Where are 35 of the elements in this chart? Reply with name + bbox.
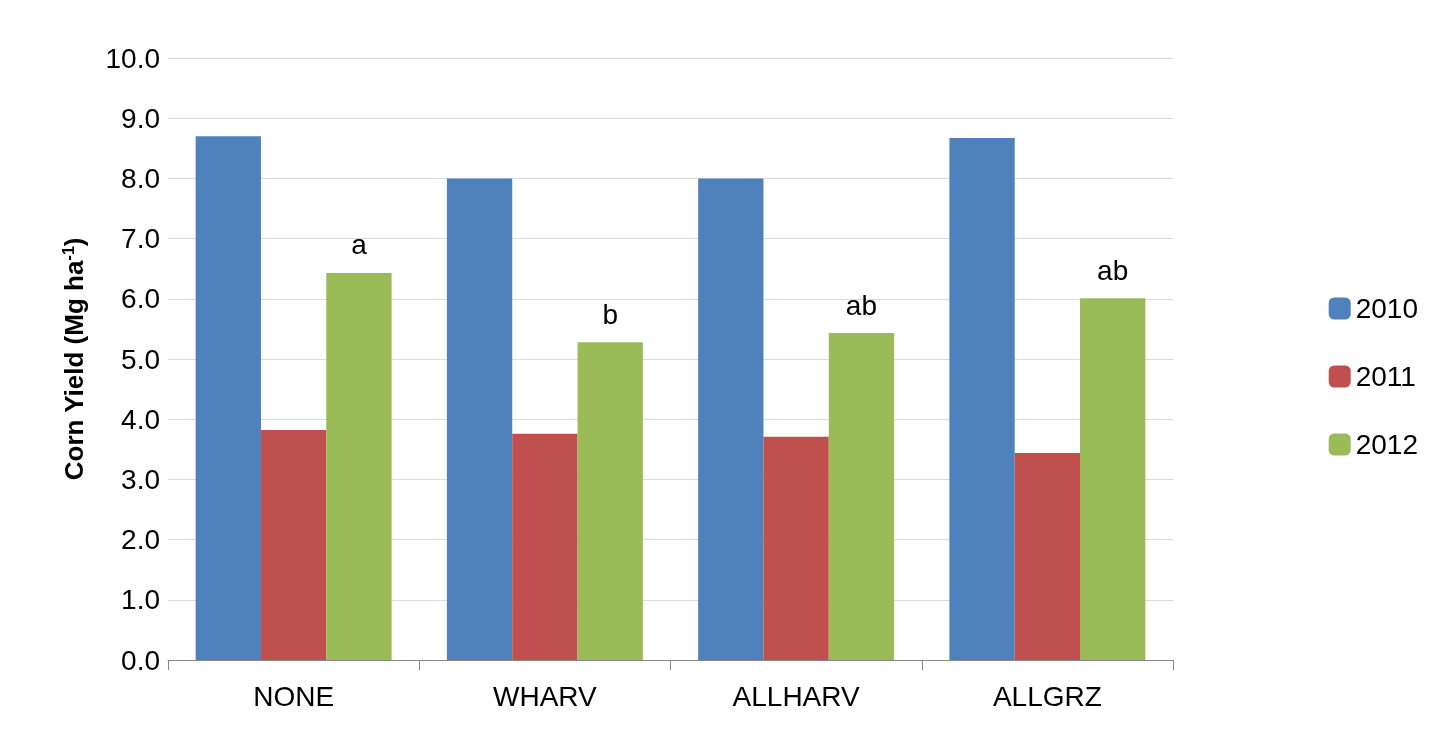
y-axis-title: Corn Yield (Mg ha-1) <box>59 237 89 481</box>
x-tick-label: ALLGRZ <box>992 680 1102 712</box>
bar <box>577 342 643 660</box>
annotation: b <box>602 298 618 330</box>
y-tick-label: 1.0 <box>121 584 160 616</box>
x-tick-label: WHARV <box>493 680 598 712</box>
annotation: ab <box>1097 254 1129 286</box>
y-tick-label: 9.0 <box>121 102 160 134</box>
y-tick-label: 3.0 <box>121 463 160 495</box>
bar <box>828 333 895 660</box>
bar <box>195 136 261 660</box>
x-tick-label: ALLHARV <box>732 680 860 712</box>
bar <box>326 272 392 660</box>
y-tick-label: 7.0 <box>121 223 160 255</box>
y-tick-label: 2.0 <box>121 524 160 556</box>
y-tick-label: 4.0 <box>121 403 160 435</box>
bar <box>949 138 1015 660</box>
bar <box>1014 452 1081 660</box>
y-tick-label: 5.0 <box>121 343 160 375</box>
bar <box>446 178 513 660</box>
annotation: a <box>351 229 368 261</box>
bar <box>698 178 764 660</box>
legend-label: 2012 <box>1355 429 1419 460</box>
bar <box>1080 298 1146 660</box>
bar <box>763 436 829 660</box>
annotation: ab <box>845 289 878 321</box>
bar <box>260 430 327 660</box>
y-tick-label: 6.0 <box>121 283 160 315</box>
legend-label: 2011 <box>1355 361 1416 392</box>
y-tick-label: 10.0 <box>105 42 160 74</box>
legend-label: 2010 <box>1355 293 1419 324</box>
y-tick-label: 8.0 <box>121 162 160 194</box>
x-tick-label: NONE <box>253 680 335 712</box>
y-tick-label: 0.0 <box>121 644 160 676</box>
bar <box>512 433 578 660</box>
